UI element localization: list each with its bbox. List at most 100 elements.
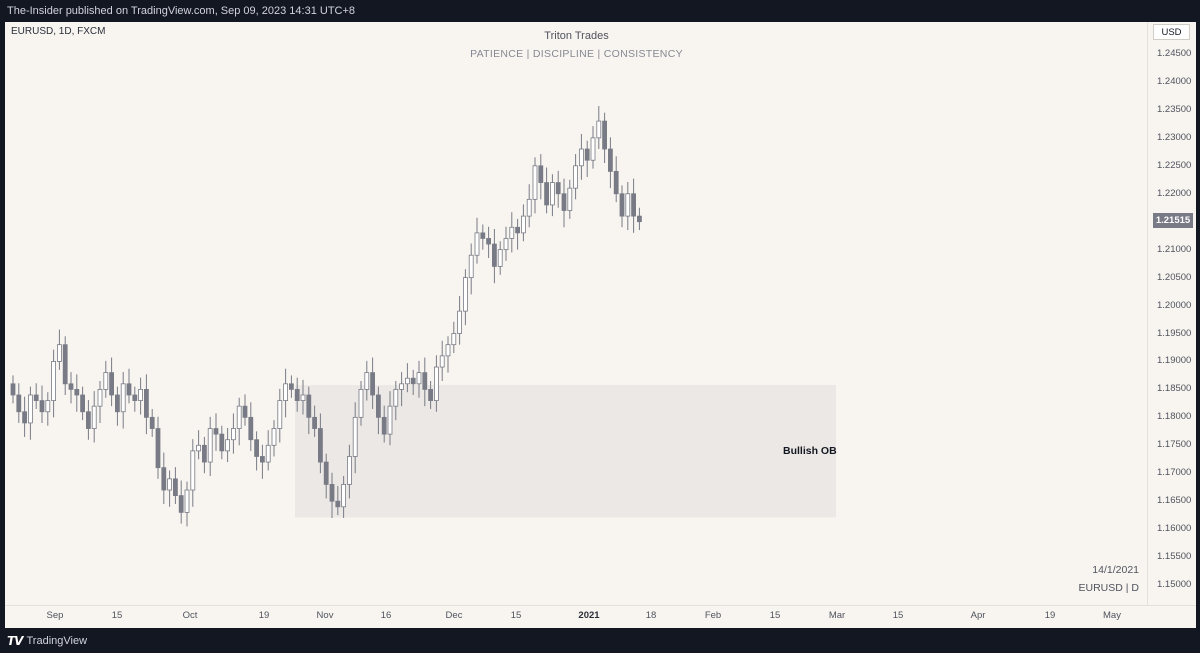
candle	[329, 472, 335, 518]
candle	[573, 154, 578, 200]
candle	[294, 377, 300, 412]
time-axis-label: 18	[645, 610, 657, 621]
time-axis[interactable]: Sep 15 Oct 19 Nov 16 Dec 15 2021 18 Feb 15 Mar 15 Apr 1…	[5, 605, 1148, 628]
candle	[468, 243, 474, 295]
candle	[155, 416, 161, 479]
candle	[416, 360, 422, 398]
time-axis-label: Nov	[316, 610, 334, 621]
candle	[86, 400, 91, 440]
price-level-label: 1.19500	[1157, 327, 1192, 339]
price-level-label: 1.22500	[1157, 159, 1192, 171]
candle	[196, 430, 202, 460]
candle	[306, 386, 312, 435]
price-level-label: 1.22000	[1157, 187, 1192, 199]
candle	[120, 372, 126, 429]
candle	[631, 178, 636, 233]
candle	[10, 375, 16, 404]
footer-bar: 𝙏𝙑 TradingView	[0, 628, 1200, 653]
price-level-label: 1.15000	[1157, 579, 1192, 591]
price-level-label: 1.16000	[1157, 523, 1192, 535]
time-axis-label: Feb	[704, 610, 722, 621]
candle	[538, 154, 544, 200]
candle	[393, 381, 399, 421]
bullish-ob-zone	[295, 384, 836, 518]
candle	[439, 340, 445, 382]
candle	[584, 140, 590, 177]
time-axis-label: 2021	[578, 610, 600, 621]
candle	[45, 392, 51, 426]
price-level-label: 1.18000	[1157, 411, 1192, 423]
time-axis-label: 15	[892, 610, 904, 621]
candle	[213, 413, 219, 451]
time-axis-label: 19	[1044, 610, 1056, 621]
candle	[567, 179, 573, 219]
price-level-label: 1.17000	[1157, 467, 1192, 479]
price-level-label: 1.23000	[1157, 131, 1192, 143]
candle	[486, 226, 492, 259]
candle	[126, 368, 132, 404]
candle	[254, 431, 260, 471]
candle	[57, 329, 62, 370]
candle	[161, 452, 167, 504]
candle	[172, 467, 178, 504]
candle	[312, 405, 318, 437]
candle	[346, 444, 352, 499]
candle	[561, 178, 567, 228]
candle	[68, 372, 74, 404]
symbol-legend[interactable]: EURUSD, 1D, FXCM	[11, 26, 106, 37]
candle	[637, 207, 642, 231]
candle	[138, 377, 144, 415]
currency-button[interactable]: USD	[1153, 24, 1190, 40]
candle	[341, 476, 347, 518]
chart-pane[interactable]: EURUSD, 1D, FXCM Triton Trades PATIENCE …	[5, 22, 1148, 605]
candle	[509, 212, 515, 253]
candle	[474, 217, 480, 264]
candle	[248, 402, 254, 451]
candle	[271, 420, 277, 457]
candle	[451, 321, 457, 354]
candle	[242, 394, 248, 426]
candle	[596, 105, 602, 150]
candle	[317, 413, 323, 474]
candle	[80, 386, 85, 421]
candle	[167, 470, 173, 507]
candle	[225, 427, 231, 463]
candle	[404, 363, 410, 393]
candle	[370, 357, 376, 409]
candle	[51, 349, 56, 418]
price-level-label: 1.19000	[1157, 355, 1192, 367]
price-level-label: 1.20000	[1157, 299, 1192, 311]
candle	[602, 112, 607, 164]
candle	[410, 369, 416, 395]
candle	[277, 388, 283, 443]
candle	[608, 137, 613, 189]
candle	[103, 360, 109, 398]
candle	[219, 425, 225, 460]
candle	[109, 357, 114, 407]
symbol-interval-label: EURUSD | D	[1078, 582, 1139, 594]
candle	[352, 402, 358, 474]
candle	[387, 391, 393, 446]
brand-name: TradingView	[26, 635, 88, 647]
last-price-tag: 1.21515	[1153, 213, 1193, 228]
candle	[590, 126, 596, 169]
candle	[364, 360, 370, 401]
candle	[613, 156, 619, 203]
candle	[16, 383, 22, 423]
price-level-label: 1.24500	[1157, 48, 1192, 59]
tradingview-icon: 𝙏𝙑	[7, 634, 24, 648]
time-axis-label: 15	[510, 610, 522, 621]
candle	[579, 133, 584, 180]
price-level-label: 1.18500	[1157, 383, 1192, 395]
candle	[358, 381, 364, 426]
candle	[201, 436, 207, 474]
price-level-label: 1.17500	[1157, 439, 1192, 451]
candle	[39, 385, 45, 423]
candle	[544, 167, 549, 214]
candle	[236, 397, 242, 446]
price-scale[interactable]: 1.24500 1.24000 1.23500 1.23000 1.22500 1.220…	[1148, 22, 1196, 605]
tradingview-logo[interactable]: 𝙏𝙑 TradingView	[7, 634, 87, 648]
candle	[625, 182, 631, 231]
time-axis-label: Oct	[182, 610, 198, 621]
time-axis-label: 15	[111, 610, 123, 621]
